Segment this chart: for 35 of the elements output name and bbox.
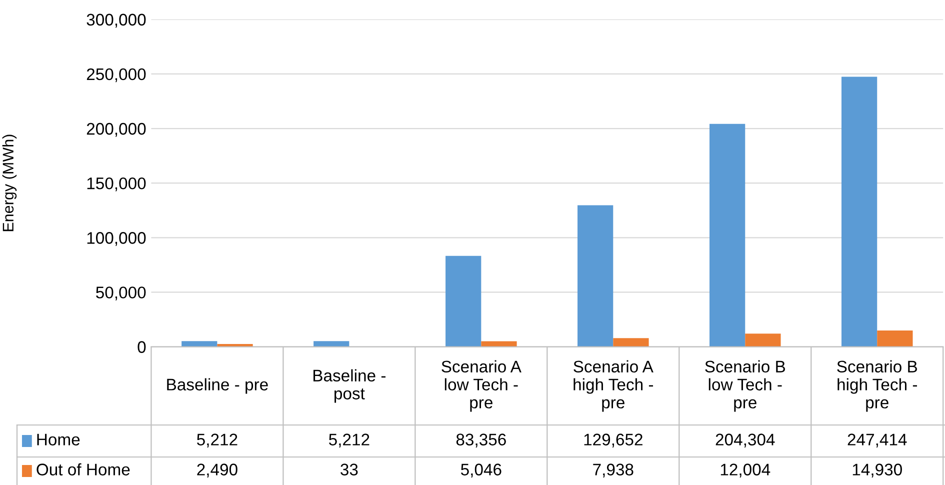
x-tick-label: Scenario B low Tech - pre xyxy=(705,360,786,412)
data-label: 14,930 xyxy=(852,464,902,478)
data-label: 83,356 xyxy=(456,434,506,448)
x-tick-label: Baseline - pre xyxy=(167,378,268,394)
x-tick-label: Scenario A low Tech - pre xyxy=(442,360,522,412)
data-label: 12,004 xyxy=(720,464,770,478)
data-label: 33 xyxy=(340,464,358,476)
x-tick-label: Scenario A high Tech - pre xyxy=(574,360,654,412)
data-label: 2,490 xyxy=(197,464,238,478)
bar xyxy=(841,76,878,347)
y-axis-title: Energy (MWh) xyxy=(2,134,17,232)
bar xyxy=(613,338,649,347)
y-tick-label: 100,000 xyxy=(87,232,146,246)
y-tick-label: 50,000 xyxy=(96,286,146,300)
data-label: 5,046 xyxy=(460,464,502,478)
data-label: 247,414 xyxy=(848,434,907,448)
data-label: 5,212 xyxy=(197,434,238,448)
y-tick-label: 200,000 xyxy=(86,122,146,137)
y-tick-label: 250,000 xyxy=(86,68,146,82)
y-tick-label: 150,000 xyxy=(87,177,146,192)
x-tick-label: Scenario B high Tech - pre xyxy=(837,360,918,412)
bar xyxy=(578,205,614,347)
data-label: 5,212 xyxy=(328,434,370,448)
data-label: 129,652 xyxy=(584,434,642,448)
bar xyxy=(745,334,781,347)
y-tick-label: 0 xyxy=(138,341,146,353)
bar xyxy=(709,124,746,347)
legend-label: Home xyxy=(37,434,80,446)
legend-label: Out of Home xyxy=(36,463,130,476)
x-tick-label: Baseline - post xyxy=(313,369,386,403)
bar xyxy=(446,256,482,347)
data-label: 204,304 xyxy=(716,434,775,448)
y-tick-label: 300,000 xyxy=(86,14,146,28)
bar xyxy=(877,330,913,347)
data-label: 7,938 xyxy=(593,464,634,478)
